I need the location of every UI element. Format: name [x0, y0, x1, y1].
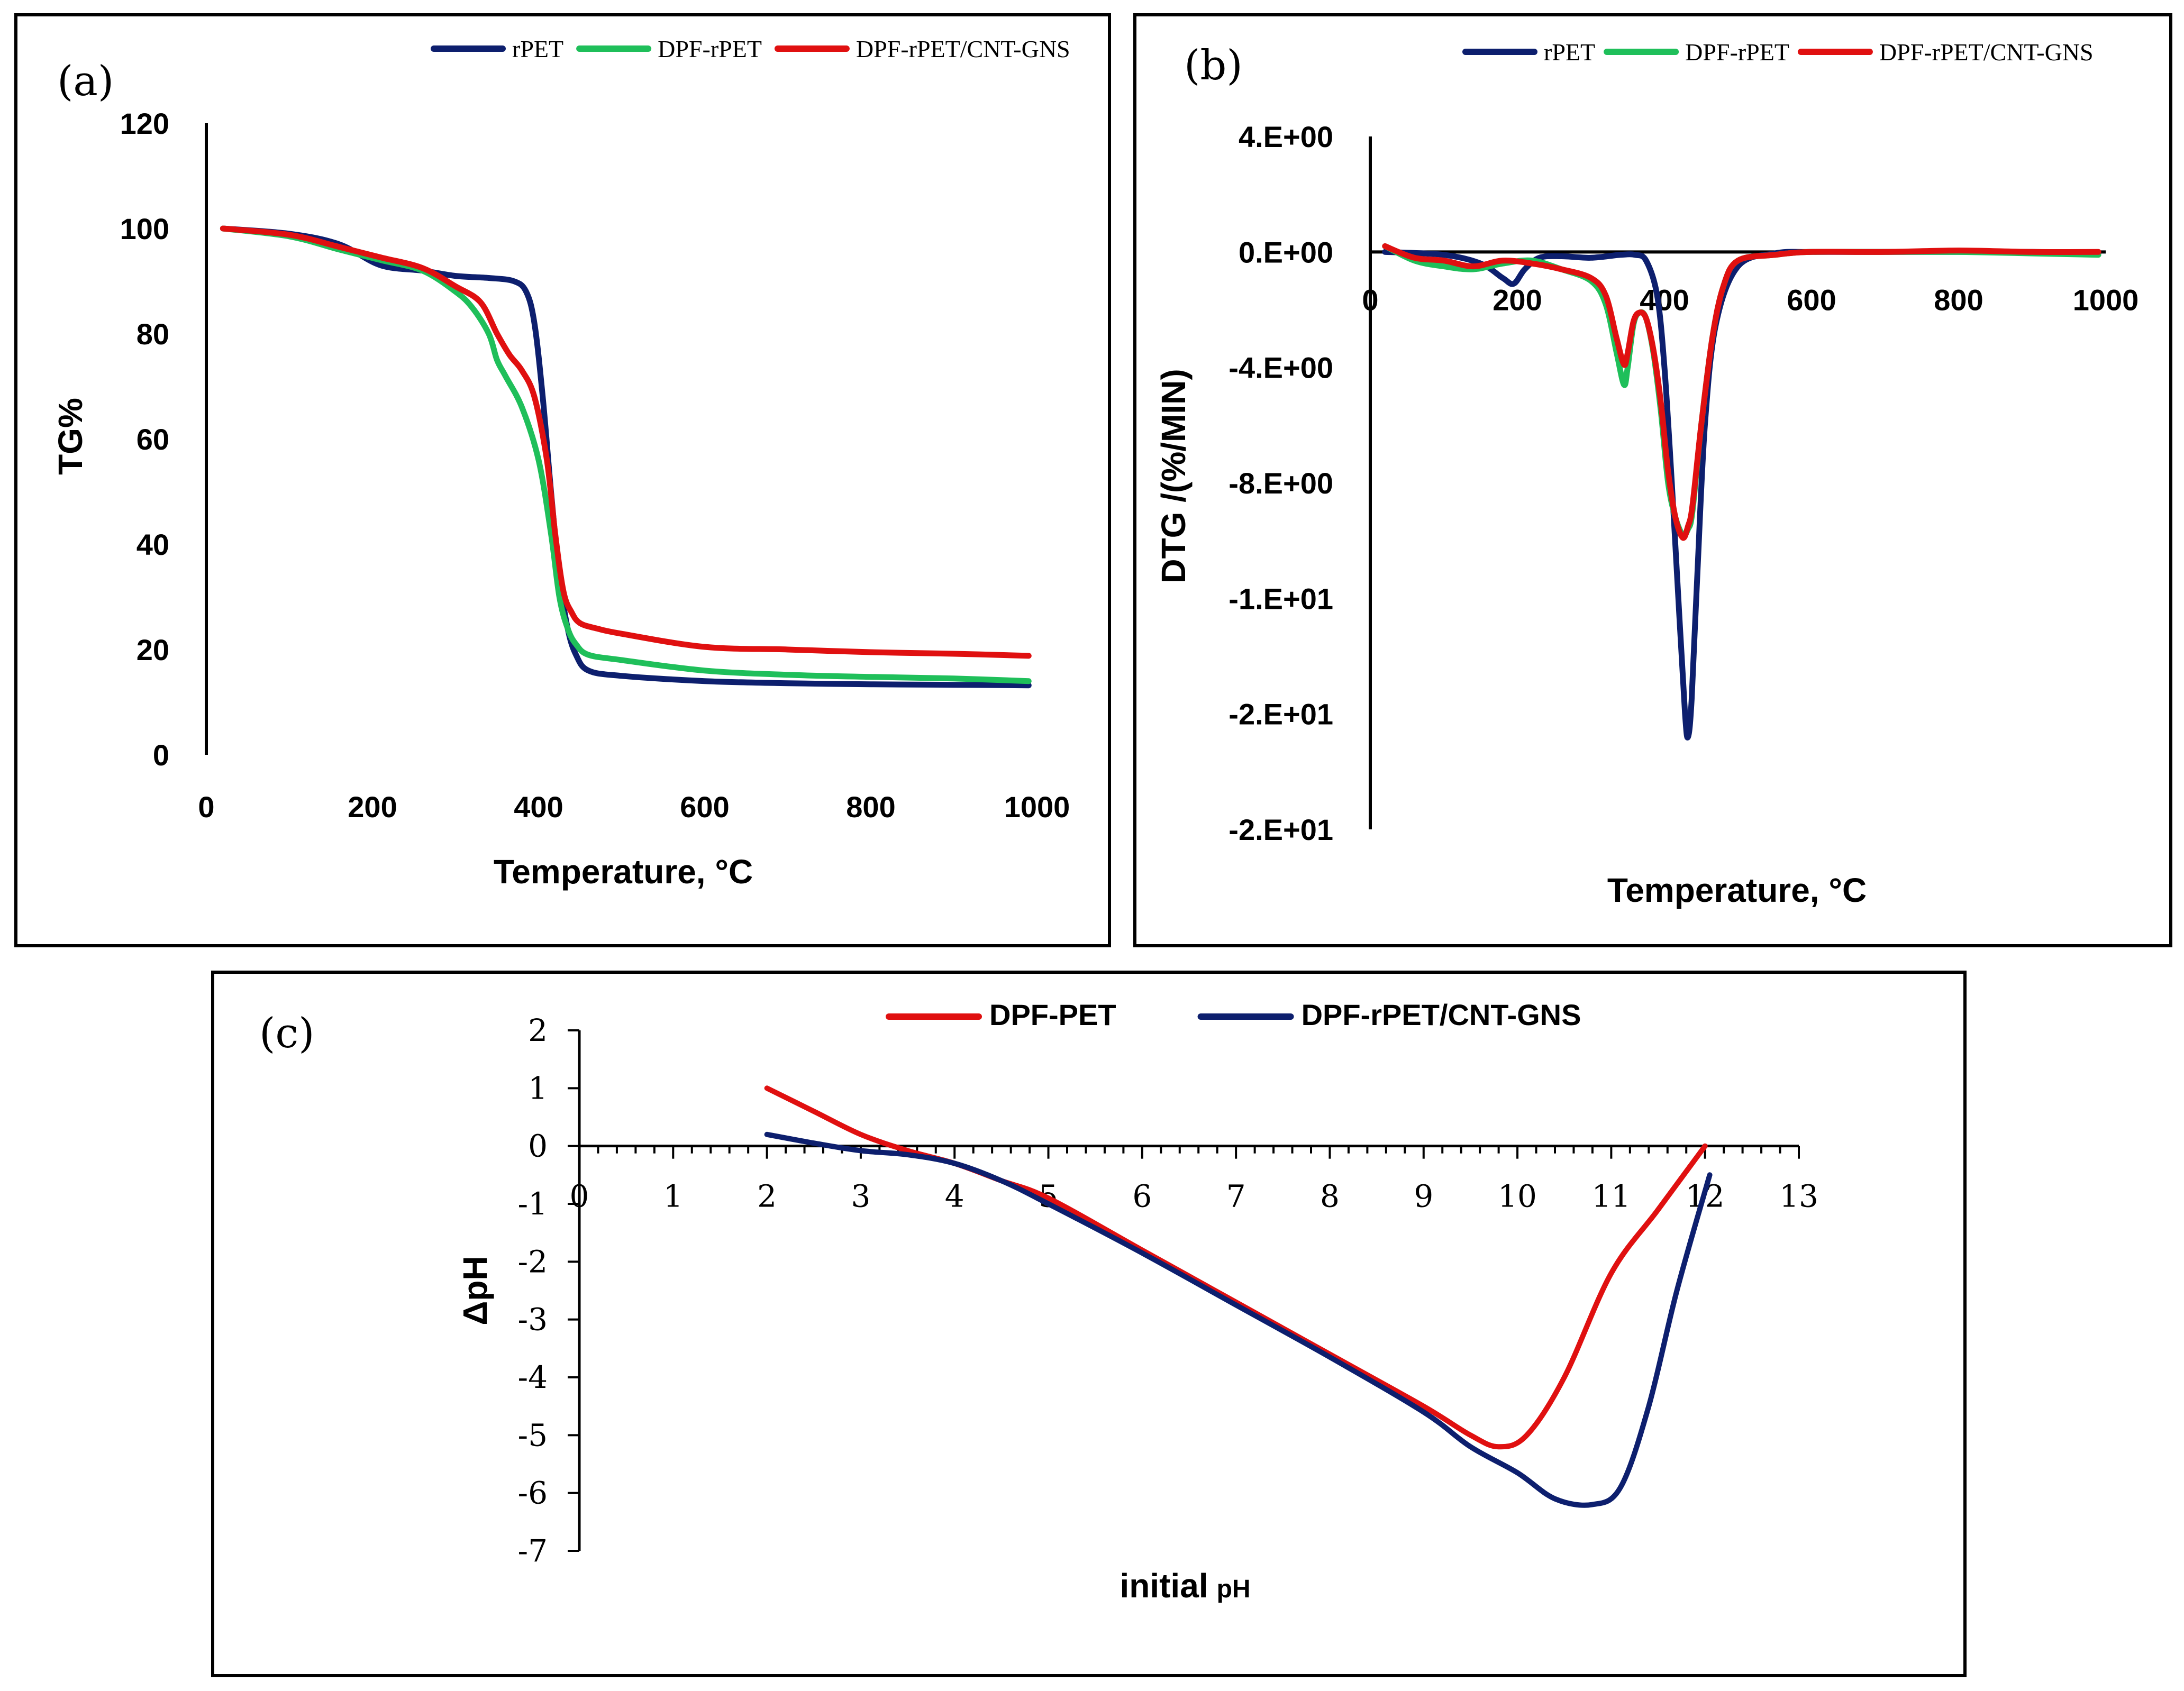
c-y-tick-label-2: 0 [528, 1128, 548, 1164]
c-legend-label-0: DPF-PET [989, 998, 1116, 1031]
b-series-line-2 [1382, 243, 2101, 541]
a-series-line-0 [220, 225, 1032, 689]
a-y-tick-label-1: 20 [136, 633, 169, 666]
a-series-line-2 [220, 225, 1032, 659]
b-y-tick-label-1: 0.E+00 [1239, 235, 1333, 269]
a-legend-label-2: DPF-rPET/CNT-GNS [856, 35, 1070, 62]
panel-b-frame [1133, 13, 2172, 947]
b-y-tick-label-3: -8.E+00 [1229, 467, 1333, 500]
c-x-axis-title-suffix: pH [1217, 1575, 1251, 1603]
c-axes: 210-1-2-3-4-5-6-70 1 2 3 4 5 6 7 8 9 10 11 12 13 [518, 1012, 1818, 1569]
a-legend-label-1: DPF-rPET [658, 35, 762, 62]
c-x-tick-label-7: 7 [1226, 1178, 1246, 1214]
b-y-tick-label-2: -4.E+00 [1229, 351, 1333, 385]
a-y-tick-label-2: 40 [136, 528, 169, 561]
c-series-line-1 [764, 1131, 1713, 1508]
a-axes: 0 20 40 60 80 100 120 0 200 400 600 800 1000 [120, 107, 1070, 824]
c-x-tick-label-11: 11 [1591, 1178, 1631, 1214]
c-x-tick-label-4: 4 [945, 1178, 964, 1214]
b-axes: 4.E+00 0.E+00 -4.E+00 -8.E+00 -1.E+01 -2.E+01… [1229, 120, 2138, 846]
a-x-axis-title: Temperature, °C [494, 853, 753, 891]
c-series-line-0 [764, 1085, 1708, 1450]
a-series-line-1 [220, 225, 1032, 684]
c-legend-label-1: DPF-rPET/CNT-GNS [1302, 998, 1581, 1031]
c-y-tick-label-3: -1 [518, 1186, 548, 1222]
a-x-tick-label-0: 0 [198, 790, 214, 824]
b-legend: rPET DPF-rPET DPF-rPET/CNT-GNS [1462, 39, 2094, 66]
b-legend-label-0: rPET [1544, 39, 1595, 66]
c-y-tick-label-9: -7 [518, 1533, 548, 1569]
a-y-tick-label-0: 0 [153, 738, 169, 772]
b-x-axis-title: Temperature, °C [1607, 871, 1867, 909]
a-y-tick-label-6: 120 [120, 107, 169, 140]
c-series [764, 1085, 1713, 1508]
panel-b-label: (b) [1184, 42, 1243, 89]
chart-b: 4.E+00 0.E+00 -4.E+00 -8.E+00 -1.E+01 -2.E+01… [1154, 39, 2138, 909]
c-x-tick-label-13: 13 [1779, 1178, 1818, 1214]
b-series-line-0 [1382, 249, 2101, 741]
a-legend-label-0: rPET [512, 35, 563, 62]
a-y-axis-title: TG% [51, 398, 89, 475]
a-series [220, 225, 1032, 689]
c-x-tick-label-2: 2 [757, 1178, 777, 1214]
panel-c-frame [211, 971, 1967, 1677]
a-y-tick-label-5: 100 [120, 212, 169, 245]
b-series [1382, 243, 2101, 741]
c-x-axis-title: initial pH [1120, 1567, 1250, 1605]
panel-a-label: (a) [57, 58, 114, 105]
a-y-tick-label-3: 60 [136, 423, 169, 456]
b-y-axis-title: DTG /(%/MIN) [1154, 369, 1193, 583]
b-x-tick-label-0: 0 [1362, 283, 1378, 316]
c-x-tick-label-0: 0 [570, 1178, 589, 1214]
c-x-tick-label-3: 3 [851, 1178, 870, 1214]
b-legend-label-2: DPF-rPET/CNT-GNS [1879, 39, 2094, 66]
c-y-tick-label-1: 1 [528, 1070, 548, 1106]
chart-c: 210-1-2-3-4-5-6-70 1 2 3 4 5 6 7 8 9 10 11 12 13 init… [456, 998, 1818, 1605]
c-x-tick-label-10: 10 [1498, 1178, 1537, 1214]
b-x-tick-label-4: 800 [1934, 283, 1983, 316]
b-y-tick-label-4: -1.E+01 [1229, 582, 1333, 615]
b-y-tick-label-6: -2.E+01 [1229, 813, 1333, 846]
c-y-tick-label-8: -6 [518, 1475, 548, 1511]
a-x-tick-label-1: 200 [348, 790, 397, 824]
b-x-tick-label-1: 200 [1493, 283, 1542, 316]
c-x-tick-label-6: 6 [1132, 1178, 1152, 1214]
c-x-tick-label-9: 9 [1414, 1178, 1433, 1214]
c-x-axis-title-main: initial [1120, 1567, 1208, 1605]
c-y-tick-label-4: -2 [518, 1244, 548, 1279]
c-x-tick-label-8: 8 [1320, 1178, 1340, 1214]
c-y-axis-title: ΔpH [456, 1256, 494, 1325]
a-x-tick-label-3: 600 [680, 790, 729, 824]
a-x-tick-label-5: 1000 [1004, 790, 1070, 824]
b-x-tick-label-2: 400 [1640, 283, 1689, 316]
a-x-tick-label-2: 400 [514, 790, 563, 824]
c-legend: DPF-PET DPF-rPET/CNT-GNS [886, 998, 1581, 1031]
b-series-line-1 [1382, 243, 2101, 538]
a-legend: rPET DPF-rPET DPF-rPET/CNT-GNS [431, 35, 1070, 62]
b-y-tick-label-5: -2.E+01 [1229, 698, 1333, 731]
c-y-tick-label-5: -3 [518, 1302, 548, 1338]
c-x-tick-label-1: 1 [663, 1178, 683, 1214]
c-y-tick-label-0: 2 [528, 1012, 548, 1048]
a-x-tick-label-4: 800 [846, 790, 895, 824]
panel-c-label: (c) [259, 1010, 315, 1057]
c-y-tick-label-7: -5 [518, 1417, 548, 1453]
b-y-tick-label-0: 4.E+00 [1239, 120, 1333, 153]
b-x-tick-label-3: 600 [1787, 283, 1836, 316]
b-legend-label-1: DPF-rPET [1685, 39, 1789, 66]
b-x-tick-label-5: 1000 [2073, 283, 2139, 316]
c-y-tick-label-6: -4 [518, 1359, 548, 1395]
a-y-tick-label-4: 80 [136, 317, 169, 351]
panel-a-frame [14, 13, 1111, 947]
chart-a: 0 20 40 60 80 100 120 0 200 400 600 800 1000 Tempera… [51, 35, 1070, 891]
